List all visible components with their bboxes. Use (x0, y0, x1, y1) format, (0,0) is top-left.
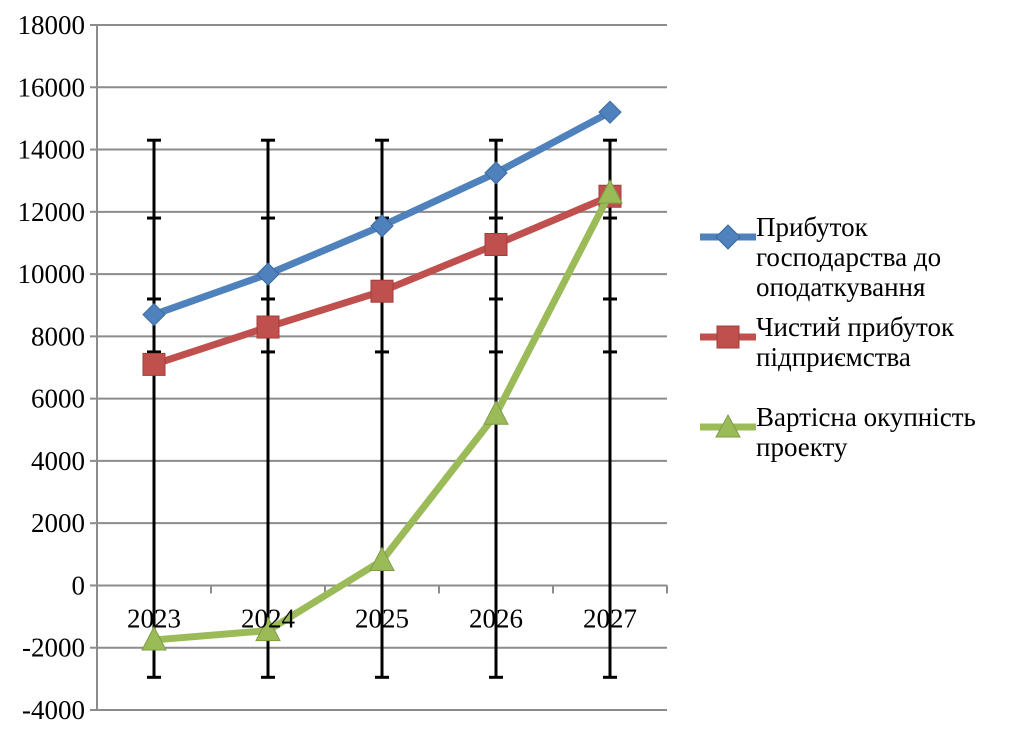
data-point-square (256, 315, 280, 339)
data-point-triangle (483, 400, 509, 425)
data-point-triangle (141, 625, 167, 651)
y-tick-labels: -4000 -2000 0 2000 4000 6000 8000 10000 12000 140… (18, 10, 86, 725)
legend-label: Прибуток господарства до оподаткування (756, 212, 942, 302)
data-point-diamond (598, 100, 622, 124)
series-lines (141, 100, 623, 651)
y-tick-label: 14000 (18, 135, 86, 165)
legend-label: Чистий прибуток підприємства (756, 312, 955, 372)
legend-item-payback: Вартісна окупність проекту (700, 402, 1020, 502)
legend-swatch-diamond (700, 224, 756, 250)
x-tick-label: 2023 (127, 603, 181, 633)
legend-swatch-triangle (700, 413, 756, 438)
x-tick-label: 2025 (355, 603, 409, 633)
y-tick-label: 8000 (31, 321, 85, 351)
y-tick-label: 0 (72, 570, 86, 600)
y-tick-label: 4000 (31, 446, 85, 476)
data-point-diamond (370, 214, 394, 238)
x-tick-label: 2027 (583, 603, 637, 633)
x-tick-label: 2026 (469, 603, 523, 633)
data-point-triangle (597, 179, 623, 204)
data-point-triangle (369, 546, 395, 572)
legend: Прибуток господарства до оподаткування Ч… (700, 212, 1020, 502)
y-tick-label: 2000 (31, 508, 85, 538)
y-tick-label: 12000 (18, 197, 86, 227)
data-point-diamond (256, 262, 280, 286)
y-tick-label: -2000 (22, 633, 85, 663)
data-point-square (370, 279, 394, 303)
legend-label: Вартісна окупність проекту (756, 402, 976, 462)
legend-item-profit-before-tax: Прибуток господарства до оподаткування (700, 212, 1020, 312)
data-point-triangle (255, 616, 281, 642)
y-tick-label: 6000 (31, 384, 85, 414)
x-tick-labels: 2023 2024 2025 2026 2027 (127, 603, 637, 633)
legend-item-net-profit: Чистий прибуток підприємства (700, 312, 1020, 402)
x-tick-label: 2024 (241, 603, 296, 633)
y-tick-label: 18000 (18, 10, 86, 40)
data-point-diamond (484, 161, 508, 185)
data-point-diamond (142, 302, 166, 327)
y-tick-label: 10000 (18, 259, 86, 289)
y-tick-label: 16000 (18, 72, 86, 102)
data-point-square (484, 233, 508, 257)
data-point-square (142, 352, 166, 376)
legend-swatch-square (700, 325, 756, 349)
y-tick-label: -4000 (22, 695, 85, 724)
